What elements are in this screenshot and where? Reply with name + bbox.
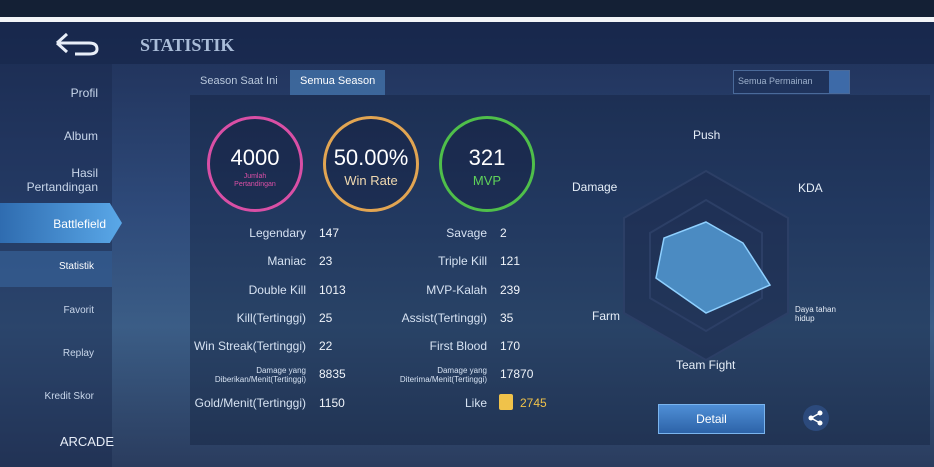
header-bar	[0, 22, 934, 64]
active-item-bg	[0, 203, 122, 243]
circle-value: 4000	[230, 145, 280, 170]
circle-label: Jumlah Pertandingan	[234, 173, 276, 188]
tab-active[interactable]: Semua Season	[300, 75, 376, 87]
stat-label: Maniac	[267, 254, 306, 268]
stat-label: Legendary	[249, 226, 306, 240]
stat-value: 1150	[319, 396, 345, 410]
sidebar-item[interactable]: Statistik	[58, 261, 94, 272]
sidebar-item[interactable]: ARCADE	[59, 434, 114, 449]
share-button[interactable]	[802, 404, 830, 432]
sidebar-item[interactable]: Kredit Skor	[44, 391, 94, 402]
stat-label: Like	[464, 396, 487, 410]
radar-chart	[623, 169, 789, 362]
stat-label: Damage yang Diberikan/Menit(Tertinggi)	[214, 366, 306, 384]
stat-value: 1013	[319, 283, 346, 297]
stat-label: Savage	[446, 226, 487, 240]
stat-label: First Blood	[429, 339, 487, 353]
stat-circle: 321 MVP	[439, 116, 535, 212]
stat-label: Win Streak(Tertinggi)	[193, 339, 306, 353]
top-bar	[0, 17, 934, 22]
dropdown[interactable]: Semua Permainan	[733, 70, 850, 94]
stat-label: Gold/Menit(Tertinggi)	[194, 396, 306, 410]
tab[interactable]: Season Saat Ini	[200, 75, 278, 87]
stat-value: 8835	[319, 367, 346, 381]
like-icon	[499, 394, 513, 410]
sidebar-item[interactable]: Favorit	[63, 305, 94, 316]
stat-value: 22	[319, 339, 333, 353]
top-strip	[0, 0, 934, 17]
circle-label: Win Rate	[344, 173, 398, 188]
stat-value: 2	[500, 226, 507, 240]
stat-value: 121	[500, 254, 521, 268]
stat-label: Double Kill	[248, 283, 306, 297]
radar-label: Daya tahan hidup	[795, 305, 836, 323]
stat-label: Assist(Tertinggi)	[401, 311, 487, 325]
sidebar-item[interactable]: Replay	[62, 348, 94, 359]
stat-value: 2745	[520, 396, 547, 410]
stat-circle: 50.00% Win Rate	[323, 116, 419, 212]
stat-value: 35	[500, 311, 514, 325]
circle-value: 321	[468, 145, 506, 170]
stat-label: MVP-Kalah	[426, 283, 487, 297]
radar-label: Team Fight	[676, 358, 736, 372]
radar-label: KDA	[798, 181, 823, 195]
dropdown-arrow	[829, 71, 849, 93]
stat-value: 23	[319, 254, 333, 268]
stat-value: 170	[500, 339, 521, 353]
dropdown-text: Semua Permainan	[738, 76, 813, 86]
stat-value: 17870	[500, 367, 534, 381]
active-sub-bg	[0, 251, 112, 287]
stat-label: Damage yang Diterima/Menit(Tertinggi)	[399, 366, 487, 384]
sidebar-item[interactable]: Battlefield	[53, 217, 106, 231]
radar-label: Farm	[592, 309, 620, 323]
sidebar-item[interactable]: Album	[63, 129, 98, 143]
back-button[interactable]	[45, 28, 105, 58]
circle-value: 50.00%	[333, 145, 409, 170]
stat-label: Triple Kill	[438, 254, 487, 268]
stat-value: 25	[319, 311, 333, 325]
radar-label: Damage	[572, 180, 618, 194]
stat-value: 147	[319, 226, 340, 240]
detail-button[interactable]: Detail	[658, 404, 765, 434]
main-panel	[190, 95, 930, 445]
circle-label: MVP	[472, 173, 502, 188]
radar-label: Push	[693, 128, 721, 142]
active-tab-bg	[290, 70, 385, 95]
stat-label: Kill(Tertinggi)	[236, 311, 306, 325]
stat-circle: 4000 Jumlah Pertandingan	[207, 116, 303, 212]
sidebar-item[interactable]: Profil	[70, 86, 98, 100]
stat-value: 239	[500, 283, 521, 297]
title: STATISTIK	[140, 35, 235, 55]
sidebar-item[interactable]: Hasil Pertandingan	[26, 166, 98, 194]
